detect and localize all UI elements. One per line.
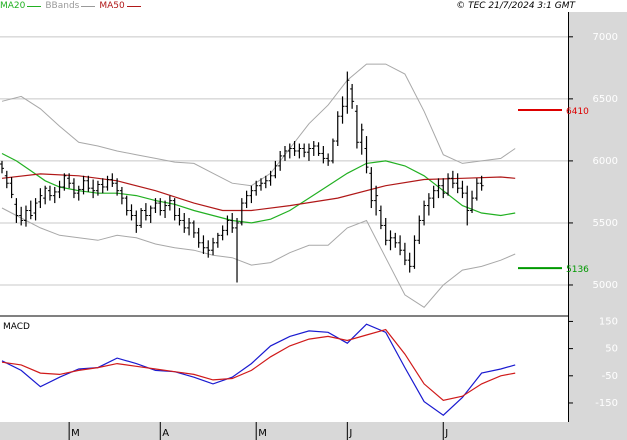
macd-tick-label-3: -150 [595, 398, 618, 409]
chart-legend: MA20 BBands MA50 [0, 0, 145, 12]
price-tick-label-3: 5500 [593, 218, 618, 229]
series-line-4 [1, 207, 516, 308]
price-bars [0, 71, 484, 283]
macd-series-line-0 [1, 323, 516, 416]
macd-tick-label-0: 150 [599, 316, 618, 327]
macd-panel-title: MACD [3, 322, 30, 332]
legend-ma50-swatch [126, 5, 141, 7]
series-line-3 [1, 63, 516, 187]
x-tick-label-4: J [444, 428, 448, 439]
price-y-axis: 7000 6500 6000 5500 5000 [568, 32, 618, 291]
copyright-notice: © TEC 21/7/2024 3:1 GMT [456, 1, 575, 11]
x-tick-label-2: M [258, 428, 267, 439]
price-tick-label-1: 6500 [593, 94, 618, 105]
price-tick-label-2: 6000 [593, 156, 618, 167]
price-levels: 6410 5136 [518, 107, 589, 275]
x-tick-label-1: A [162, 428, 169, 439]
legend-ma20-label: MA20 [0, 1, 26, 11]
bottom-axis-gutter [0, 422, 627, 440]
legend-bbands-label: BBands [45, 1, 80, 11]
macd-series-line-1 [1, 328, 516, 401]
series-line-1 [1, 152, 516, 224]
x-tick-label-3: J [348, 428, 352, 439]
macd-lines [1, 323, 516, 416]
resistance-label: 6410 [566, 107, 589, 117]
right-axis-gutter [568, 12, 627, 422]
price-tick-label-0: 7000 [593, 32, 618, 43]
price-gridlines [0, 36, 568, 286]
x-tick-label-0: M [71, 428, 80, 439]
macd-y-axis: 150 50 -50 -150 [568, 316, 618, 409]
legend-bbands-swatch [81, 5, 96, 7]
macd-tick-label-1: 50 [605, 344, 618, 355]
support-label: 5136 [566, 265, 589, 275]
macd-tick-label-2: -50 [602, 371, 618, 382]
legend-ma20-swatch [27, 5, 42, 7]
legend-ma50-label: MA50 [99, 1, 125, 11]
price-tick-label-4: 5000 [593, 280, 618, 291]
